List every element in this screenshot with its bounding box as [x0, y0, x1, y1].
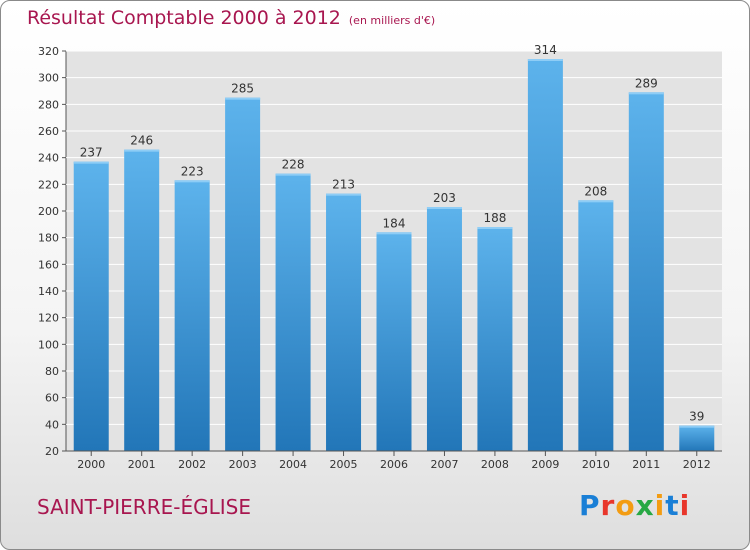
x-tick-label: 2005: [330, 458, 358, 471]
x-tick-label: 2008: [481, 458, 509, 471]
chart-subtitle: (en milliers d'€): [348, 14, 436, 27]
bar-highlight: [578, 200, 614, 203]
x-tick-label: 2004: [279, 458, 307, 471]
bar-highlight: [679, 425, 715, 428]
x-tick-label: 2003: [229, 458, 257, 471]
data-label: 39: [689, 410, 704, 424]
y-tick-label: 40: [45, 418, 59, 431]
bar: [679, 425, 715, 451]
y-tick-label: 140: [38, 285, 59, 298]
data-label: 208: [584, 184, 607, 198]
y-tick-label: 320: [38, 45, 59, 58]
bar-highlight: [225, 97, 261, 100]
logo-letter: t: [665, 489, 680, 522]
data-label: 314: [534, 43, 557, 57]
bar-highlight: [426, 207, 462, 209]
x-tick-label: 2010: [582, 458, 610, 471]
proxiti-logo: Proxiti: [579, 489, 690, 522]
bar: [326, 193, 362, 451]
commune-name: SAINT-PIERRE-ÉGLISE: [37, 495, 251, 519]
data-label: 228: [282, 158, 305, 172]
x-tick-label: 2006: [380, 458, 408, 471]
data-label: 289: [635, 76, 658, 90]
bar-highlight: [477, 227, 513, 229]
bar-highlight: [73, 161, 109, 164]
y-tick-label: 240: [38, 152, 59, 165]
bar-highlight: [275, 173, 311, 176]
data-label: 246: [130, 134, 153, 148]
y-tick-label: 260: [38, 125, 59, 138]
x-tick-label: 2011: [632, 458, 660, 471]
y-tick-label: 160: [38, 258, 59, 271]
x-tick-label: 2001: [128, 458, 156, 471]
y-tick-label: 60: [45, 392, 59, 405]
bar: [225, 97, 261, 452]
logo-letter: o: [615, 489, 636, 522]
bar-highlight: [527, 59, 563, 61]
x-tick-label: 2009: [531, 458, 559, 471]
y-tick-label: 220: [38, 178, 59, 191]
y-tick-label: 120: [38, 312, 59, 325]
y-tick-label: 20: [45, 445, 59, 458]
x-tick-label: 2002: [178, 458, 206, 471]
x-tick-label: 2007: [430, 458, 458, 471]
y-tick-label: 200: [38, 205, 59, 218]
bar: [73, 161, 109, 451]
y-tick-label: 180: [38, 232, 59, 245]
x-tick-label: 2012: [683, 458, 711, 471]
y-tick-label: 300: [38, 72, 59, 85]
y-tick-label: 80: [45, 365, 59, 378]
bar: [124, 149, 160, 451]
logo-letter: i: [654, 489, 666, 522]
data-label: 213: [332, 178, 355, 192]
data-label: 223: [181, 164, 204, 178]
bar: [376, 232, 412, 451]
data-label: 184: [383, 216, 406, 230]
data-label: 285: [231, 82, 254, 96]
logo-letter: x: [635, 489, 655, 522]
y-tick-label: 100: [38, 338, 59, 351]
bar: [477, 227, 513, 451]
chart-title: Résultat Comptable 2000 à 2012 (en millie…: [27, 7, 435, 29]
data-label: 203: [433, 191, 456, 205]
bar: [426, 207, 462, 451]
bar: [628, 92, 664, 451]
x-tick-label: 2000: [77, 458, 105, 471]
bar: [578, 200, 614, 451]
bar: [527, 59, 563, 451]
logo-letter: i: [679, 489, 691, 522]
bar-highlight: [376, 232, 412, 235]
bar: [174, 180, 210, 452]
logo-letter: r: [600, 489, 616, 522]
bar-highlight: [628, 92, 664, 95]
bar-highlight: [124, 149, 160, 152]
y-tick-label: 280: [38, 98, 59, 111]
bar-highlight: [174, 180, 210, 183]
logo-letter: P: [579, 489, 601, 522]
data-label: 237: [80, 146, 103, 160]
bar-highlight: [326, 193, 362, 196]
bar: [275, 173, 311, 451]
data-label: 188: [483, 211, 506, 225]
title-text: Résultat Comptable 2000 à 2012: [27, 7, 341, 29]
